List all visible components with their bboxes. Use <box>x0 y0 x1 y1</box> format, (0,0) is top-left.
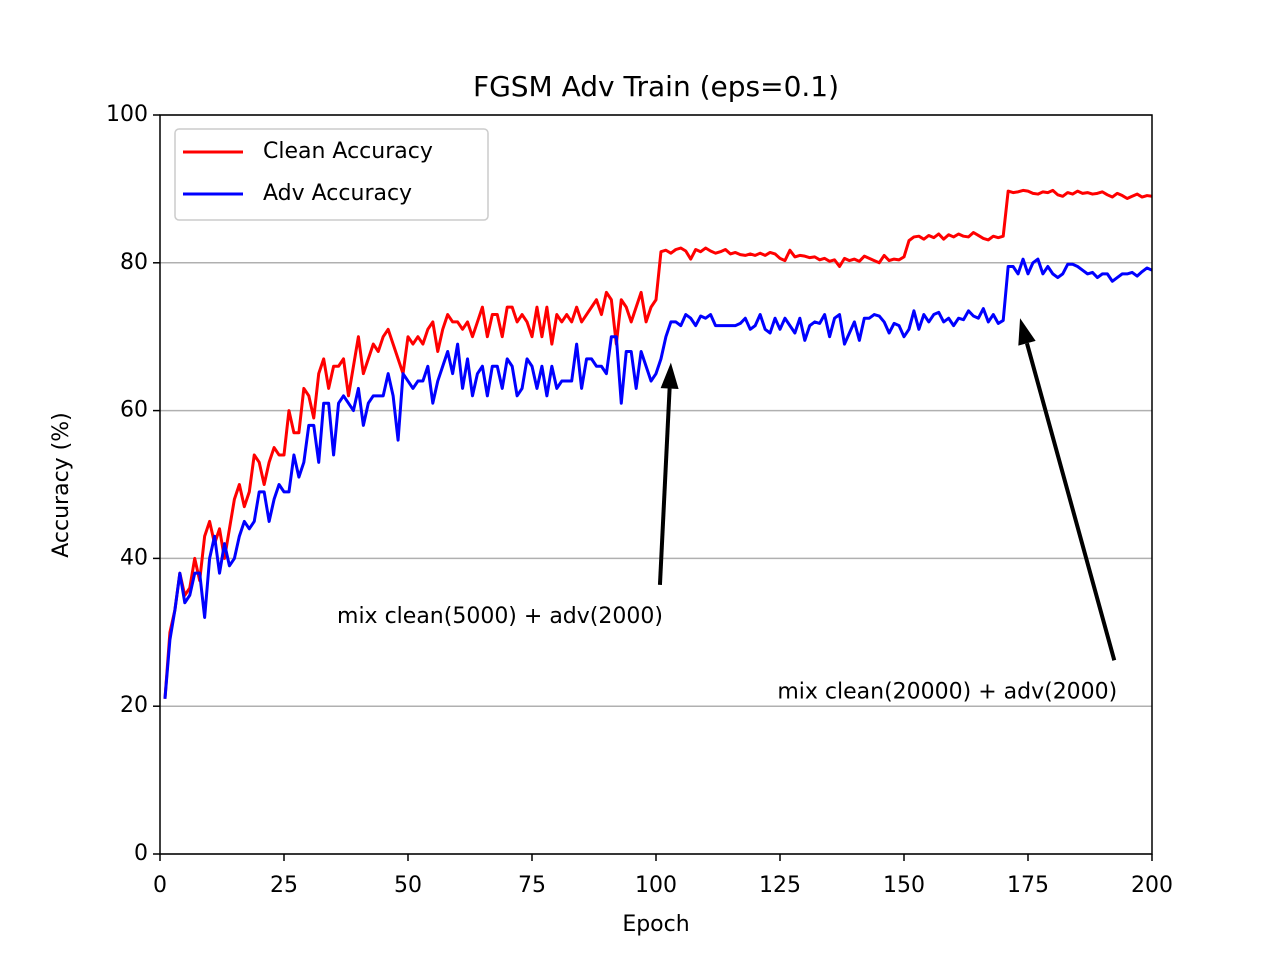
annotation-text: mix clean(20000) + adv(2000) <box>777 679 1117 704</box>
y-tick-label: 20 <box>120 693 148 718</box>
x-tick-label: 200 <box>1131 873 1173 898</box>
x-tick-label: 25 <box>270 873 298 898</box>
x-axis-label: Epoch <box>622 912 689 937</box>
y-tick-label: 40 <box>120 545 148 570</box>
x-tick-label: 75 <box>518 873 546 898</box>
legend-box <box>174 128 489 221</box>
y-tick-label: 80 <box>120 250 148 275</box>
legend-label: Clean Accuracy <box>263 139 433 164</box>
x-tick-label: 175 <box>1007 873 1049 898</box>
chart-title: FGSM Adv Train (eps=0.1) <box>473 70 839 103</box>
data-line <box>163 188 1153 699</box>
annotation-arrow <box>657 388 672 586</box>
x-tick-label: 50 <box>394 873 422 898</box>
arrow-head <box>660 362 679 389</box>
arrow-head <box>1018 318 1036 346</box>
legend-label: Adv Accuracy <box>263 181 412 206</box>
y-tick-label: 0 <box>134 841 148 866</box>
x-tick-label: 0 <box>153 873 167 898</box>
y-axis-label: Accuracy (%) <box>49 412 74 558</box>
annotation-text: mix clean(5000) + adv(2000) <box>337 604 663 629</box>
x-tick-label: 150 <box>883 873 925 898</box>
data-line <box>163 257 1153 699</box>
annotation-arrow <box>1025 342 1117 661</box>
x-tick-label: 125 <box>759 873 801 898</box>
legend: Clean Accuracy Adv Accuracy <box>174 128 489 221</box>
plot-frame <box>159 114 1153 855</box>
y-tick-label: 100 <box>106 102 148 127</box>
y-tick-label: 60 <box>120 398 148 423</box>
x-tick-label: 100 <box>635 873 677 898</box>
